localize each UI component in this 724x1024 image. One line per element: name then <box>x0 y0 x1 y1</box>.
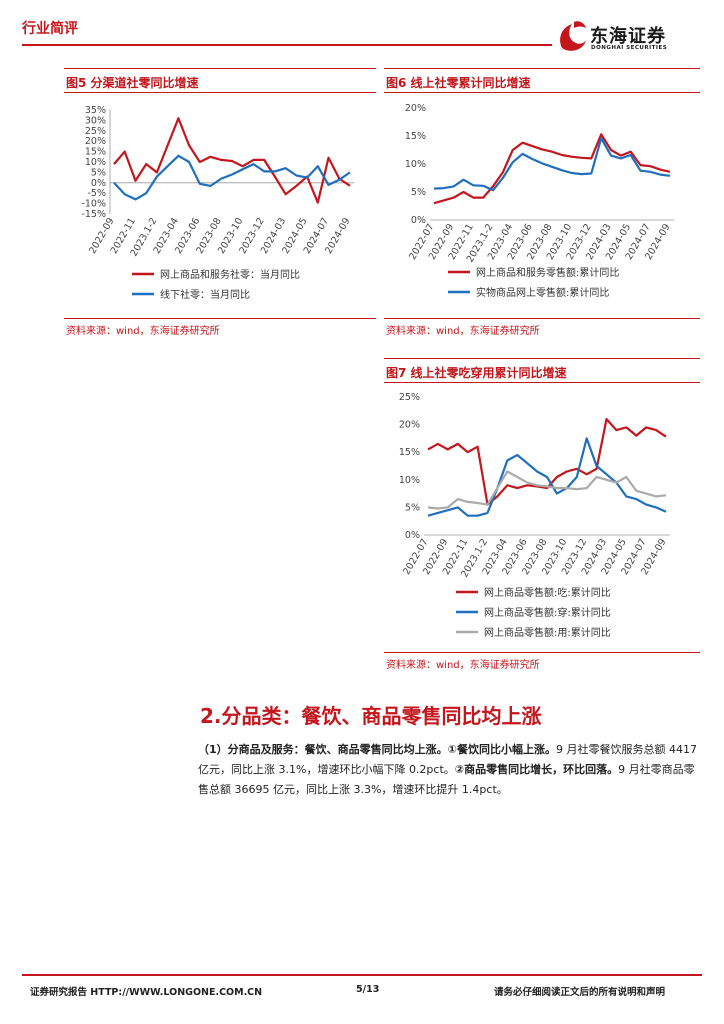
y-tick-label: 15% <box>405 131 426 142</box>
para-text-1: 9 月社零餐饮服务总额 4417 亿元，同比上涨 3.1%，增速环比小幅下降 0… <box>198 743 697 776</box>
footer-disclaimer: 请务必仔细阅读正文后的所有说明和声明 <box>494 987 666 998</box>
y-tick-label: 5% <box>405 502 420 513</box>
chart-fig7: 25%20%15%10%5%0%2022-072022-092022-11202… <box>399 392 670 639</box>
report-type: 行业简评 <box>22 21 78 37</box>
series-line-2 <box>427 470 667 510</box>
series-line-1 <box>433 137 671 192</box>
y-tick-label: 35% <box>85 105 106 116</box>
y-tick-label: 15% <box>85 147 106 158</box>
legend-label-1: 实物商品网上零售额:累计同比 <box>476 286 609 299</box>
y-tick-label: 0% <box>405 530 420 541</box>
fig6-top-rule <box>384 68 700 69</box>
y-tick-label: 5% <box>411 187 426 198</box>
series-line-0 <box>427 417 667 506</box>
y-tick-label: 0% <box>411 215 426 226</box>
fig7-title: 图7 线上社零吃穿用累计同比增速 <box>386 366 567 380</box>
fig6-source-rule <box>384 318 700 319</box>
chart-fig5: 35%30%25%20%15%10%5%0%-5%-10%-15%2022-09… <box>81 105 354 301</box>
series-line-1 <box>427 437 667 517</box>
y-tick-label: 20% <box>405 103 426 114</box>
fig5-source-rule <box>64 318 376 319</box>
company-logo <box>556 18 706 58</box>
y-tick-label: -5% <box>88 188 107 199</box>
fig7-source-rule <box>384 652 700 653</box>
y-tick-label: 10% <box>85 157 106 168</box>
fig5-title: 图5 分渠道社零同比增速 <box>66 76 199 90</box>
legend-label-1: 网上商品零售额:穿:累计同比 <box>484 606 611 619</box>
fig6-title-rule <box>384 92 700 93</box>
logo-icon <box>560 21 586 51</box>
fig6-source: 资料来源：wind，东海证券研究所 <box>386 326 540 337</box>
legend-label-0: 网上商品和服务零售额:累计同比 <box>476 266 619 279</box>
fig7-top-rule <box>384 358 700 359</box>
body-paragraph: （1）分商品及服务：餐饮、商品零售同比均上涨。①餐饮同比小幅上涨。9 月社零餐饮… <box>198 740 698 800</box>
legend-label-1: 线下社零：当月同比 <box>160 288 250 301</box>
series-line-0 <box>113 117 351 204</box>
footer-left: 证券研究报告 HTTP://WWW.LONGONE.COM.CN <box>30 987 263 998</box>
series-line-1 <box>113 154 351 201</box>
legend-label-0: 网上商品和服务社零：当月同比 <box>160 268 300 281</box>
y-tick-label: 20% <box>85 136 106 147</box>
page-number: 5/13 <box>356 984 380 995</box>
fig5-top-rule <box>64 68 376 69</box>
fig6-title: 图6 线上社零累计同比增速 <box>386 76 531 90</box>
y-tick-label: 0% <box>91 178 106 189</box>
fig7-source: 资料来源：wind，东海证券研究所 <box>386 660 540 671</box>
y-tick-label: 10% <box>405 159 426 170</box>
y-tick-label: 10% <box>399 475 420 486</box>
y-tick-label: 15% <box>399 447 420 458</box>
y-tick-label: 20% <box>399 420 420 431</box>
section-heading: 2.分品类：餐饮、商品零售同比均上涨 <box>200 704 542 728</box>
logo-chinese-name: 东海证券 <box>590 26 666 47</box>
legend-label-2: 网上商品零售额:用:累计同比 <box>484 626 611 639</box>
y-tick-label: 5% <box>91 167 106 178</box>
y-tick-label: 25% <box>399 392 420 403</box>
chart-fig6: 20%15%10%5%0%2022-072022-092022-112023.1… <box>405 103 674 299</box>
series-line-0 <box>433 133 671 205</box>
footer-rule <box>22 974 702 976</box>
fig7-title-rule <box>384 382 700 383</box>
y-tick-label: 30% <box>85 115 106 126</box>
fig5-title-rule <box>64 92 376 93</box>
y-tick-label: 25% <box>85 126 106 137</box>
para-text-2: 9 月社零商品零售总额 36695 亿元，同比上涨 3.3%，增速环比提升 1.… <box>198 763 695 796</box>
legend-label-0: 网上商品零售额:吃:累计同比 <box>484 586 611 599</box>
fig5-source: 资料来源：wind，东海证券研究所 <box>66 326 220 337</box>
para-bold-1: （1）分商品及服务：餐饮、商品零售同比均上涨。①餐饮同比小幅上涨。 <box>198 743 556 756</box>
logo-english-name: DONGHAI SECURITIES <box>591 45 668 51</box>
header-rule <box>22 44 552 46</box>
para-bold-2: ②商品零售同比增长，环比回落。 <box>454 763 619 776</box>
y-tick-label: -15% <box>81 209 106 220</box>
y-tick-label: -10% <box>81 199 106 210</box>
